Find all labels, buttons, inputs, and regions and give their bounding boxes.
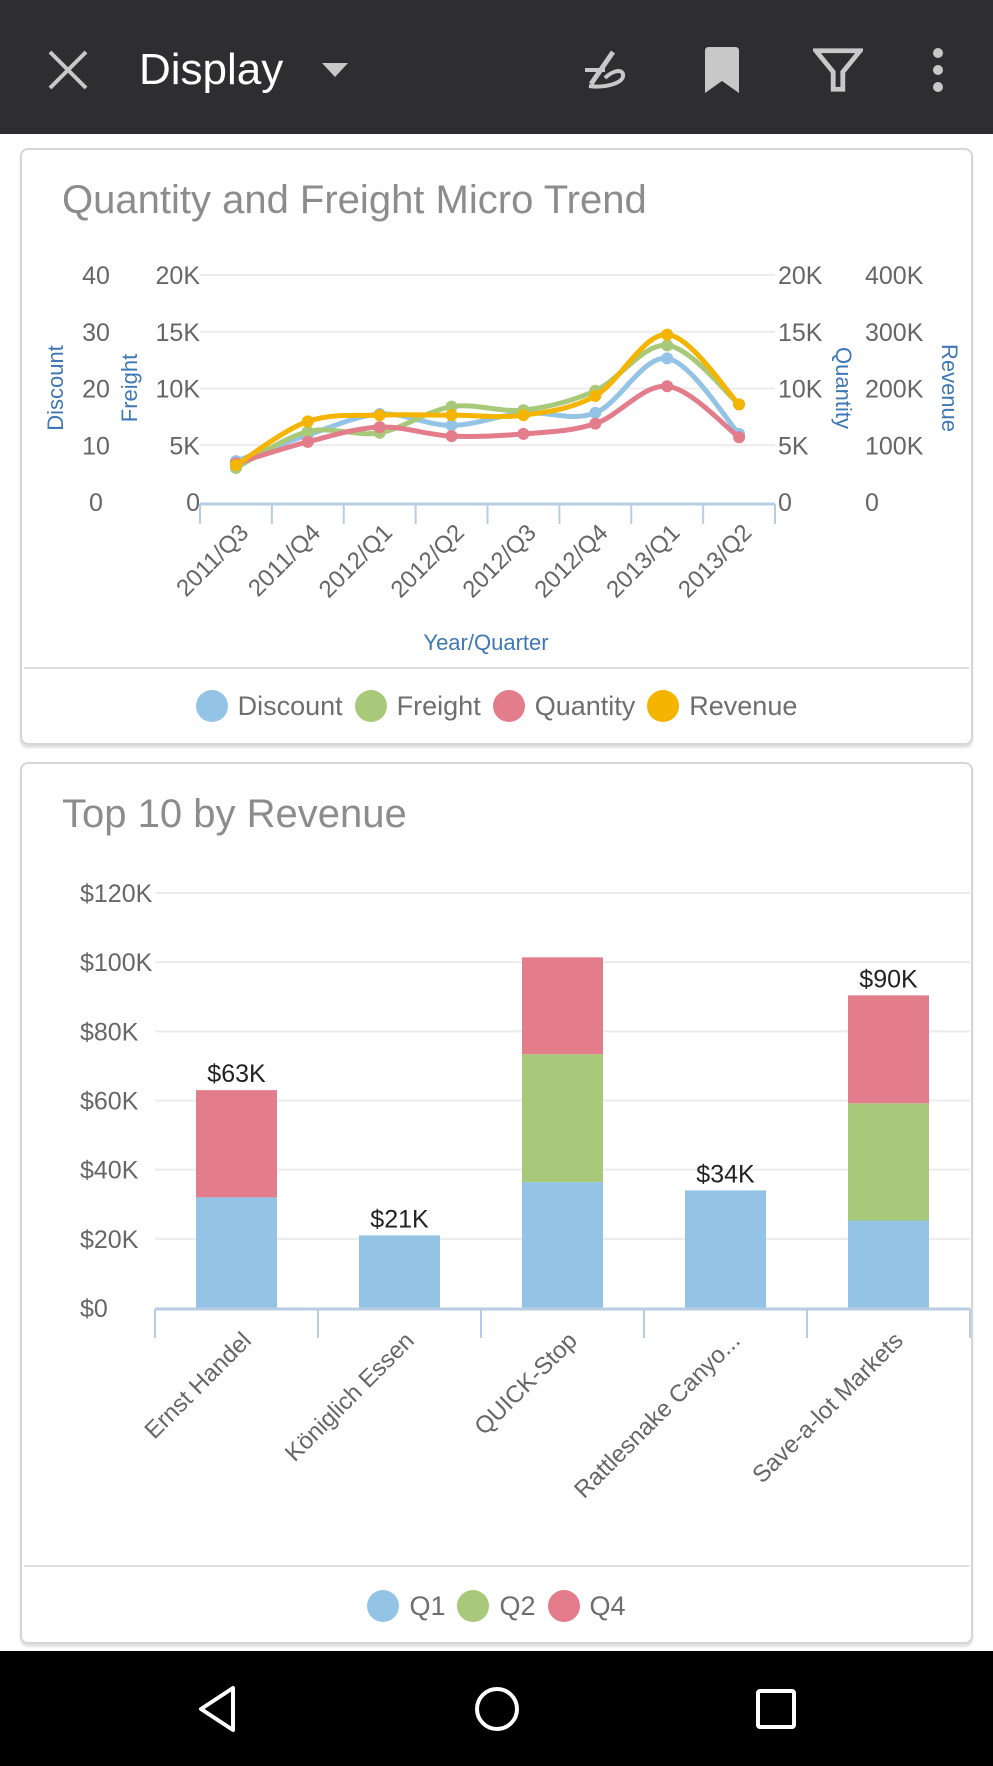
bar-chart-legend: Q1 Q2 Q4: [22, 1590, 971, 1622]
signature-icon: [585, 50, 625, 89]
freight-swatch: [354, 690, 387, 722]
legend-divider: [24, 1565, 969, 1567]
legend-label: Freight: [396, 690, 481, 721]
legend-item-q1[interactable]: Q1: [367, 1590, 445, 1622]
back-button[interactable]: [187, 1679, 247, 1739]
annotate-button[interactable]: [581, 45, 631, 95]
home-icon: [475, 1687, 519, 1731]
dropdown-arrow-icon: [322, 63, 348, 77]
dashboard-title-dropdown[interactable]: Display: [139, 42, 283, 98]
legend-label: Quantity: [534, 690, 636, 721]
recents-icon: [756, 1689, 796, 1729]
legend-label: Discount: [237, 690, 343, 721]
bar-chart-title: Top 10 by Revenue: [62, 792, 407, 836]
line-chart-legend: Discount Freight Quantity Revenue: [22, 690, 971, 722]
legend-label: Revenue: [689, 690, 798, 721]
filter-icon: [813, 48, 863, 92]
legend-item-freight[interactable]: Freight: [354, 690, 481, 722]
q2-swatch: [457, 1590, 490, 1622]
q1-swatch: [367, 1590, 400, 1622]
legend-item-q2[interactable]: Q2: [457, 1590, 536, 1622]
legend-item-q4[interactable]: Q4: [547, 1590, 626, 1622]
line-chart-card: Quantity and Freight Micro Trend Discoun…: [20, 148, 973, 745]
legend-item-discount[interactable]: Discount: [195, 690, 343, 722]
filter-button[interactable]: [813, 45, 863, 95]
legend-item-revenue[interactable]: Revenue: [647, 690, 797, 722]
quantity-swatch: [492, 690, 525, 722]
legend-label: Q1: [409, 1590, 446, 1621]
dashboard-title: Display: [139, 45, 284, 94]
close-button[interactable]: [43, 45, 93, 95]
legend-item-quantity[interactable]: Quantity: [492, 690, 636, 722]
close-icon: [48, 50, 88, 90]
home-button[interactable]: [467, 1679, 527, 1739]
recents-button[interactable]: [746, 1679, 806, 1739]
bookmark-icon: [705, 47, 739, 93]
line-chart-title: Quantity and Freight Micro Trend: [62, 178, 647, 222]
title-dropdown-button[interactable]: [310, 45, 360, 95]
legend-label: Q4: [589, 1590, 626, 1621]
legend-label: Q2: [499, 1590, 536, 1621]
back-icon: [199, 1686, 235, 1732]
q4-swatch: [547, 1590, 580, 1622]
more-vertical-icon: [933, 48, 943, 92]
bookmark-button[interactable]: [697, 45, 747, 95]
legend-divider: [24, 667, 969, 669]
more-options-button[interactable]: [913, 45, 963, 95]
bar-chart-card: Top 10 by Revenue Q1 Q2 Q4: [20, 762, 973, 1644]
discount-swatch: [195, 690, 228, 722]
top-app-bar: Display: [0, 0, 993, 134]
system-nav-bar: [0, 1651, 993, 1766]
revenue-swatch: [647, 690, 680, 722]
